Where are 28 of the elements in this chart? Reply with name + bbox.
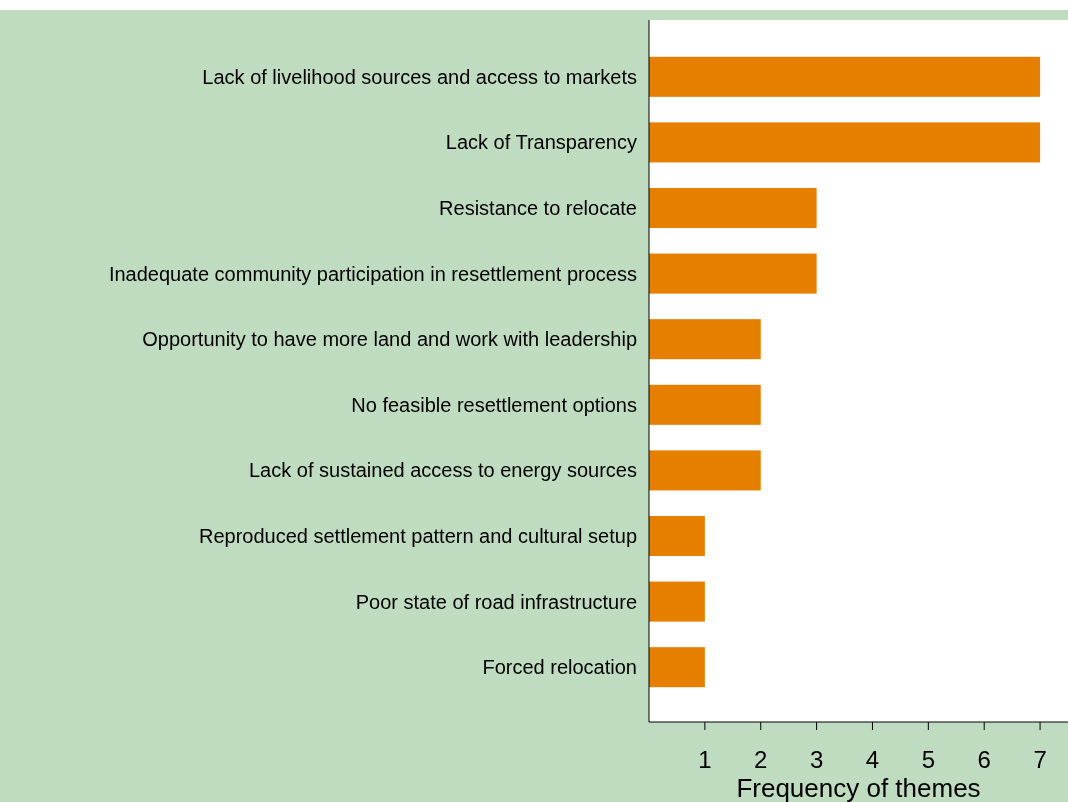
y-tick-label: Lack of Transparency [445, 131, 637, 154]
y-tick-label: Forced relocation [482, 656, 637, 679]
x-tick-label: 5 [921, 746, 936, 773]
y-tick-label: Lack of livelihood sources and access to markets [202, 65, 637, 88]
bar [649, 187, 817, 229]
bar [649, 450, 761, 491]
y-tick-label: Reproduced settlement pattern and cultural setup [198, 525, 637, 547]
bar [649, 253, 817, 294]
bar [649, 647, 705, 688]
y-tick-label: Opportunity to have more land and work with leadership [142, 328, 637, 351]
y-tick-label: No feasible resettlement options [351, 393, 637, 416]
bar [649, 515, 705, 557]
bar [649, 319, 761, 360]
x-tick-label: 3 [809, 746, 824, 773]
x-axis-title: Frequency of themes [736, 773, 981, 802]
x-tick-label: 7 [1033, 746, 1047, 773]
bar [649, 581, 705, 622]
x-tick-label: 2 [754, 746, 768, 773]
y-tick-label: Inadequate community participation in resettlement process [108, 262, 637, 285]
bar [649, 384, 761, 425]
x-tick-label: 4 [865, 746, 880, 773]
y-tick-label: Poor state of road infrastructure [355, 590, 637, 613]
y-tick-label: Lack of sustained access to energy sources [249, 459, 637, 482]
y-tick-label: Resistance to relocate [439, 197, 637, 219]
x-tick-label: 1 [698, 746, 712, 773]
x-tick-label: 6 [977, 746, 991, 773]
bar [649, 56, 1041, 97]
bar [649, 122, 1041, 163]
